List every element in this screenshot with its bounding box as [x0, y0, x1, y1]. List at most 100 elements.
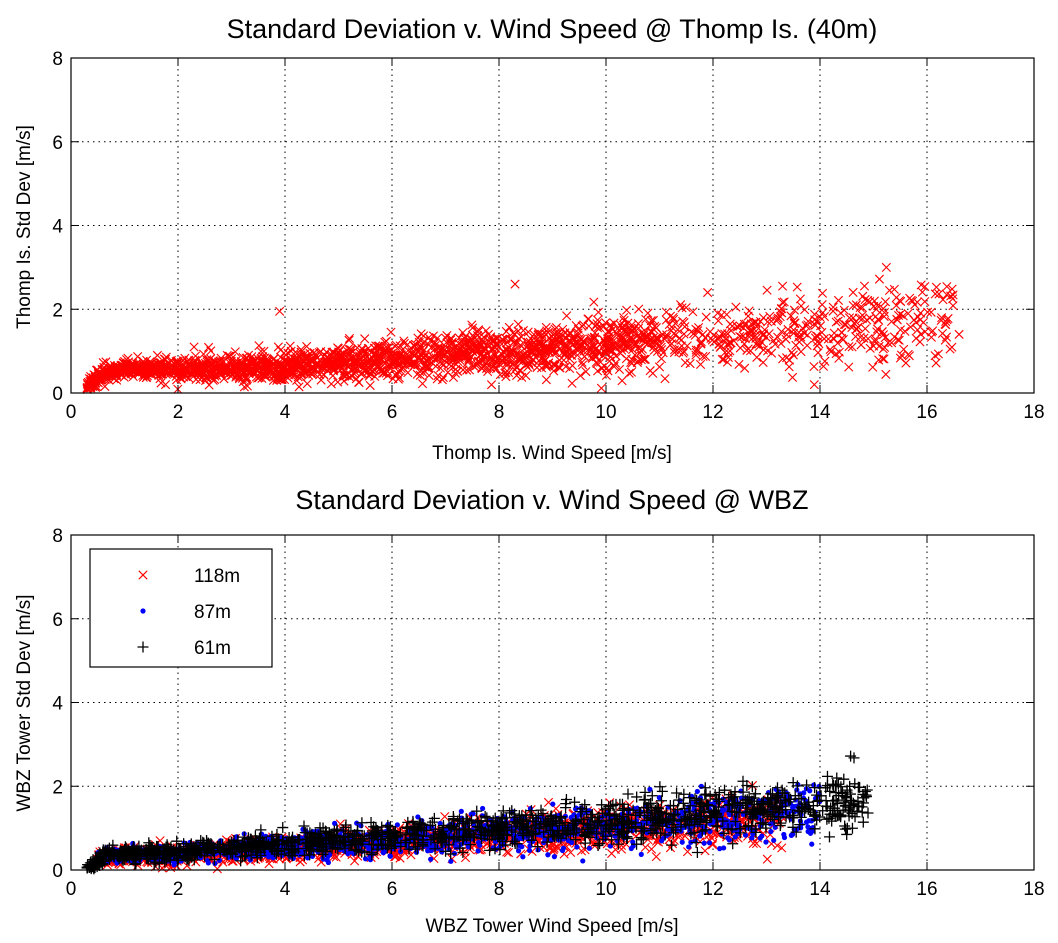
data-point [665, 311, 676, 321]
x-tick-label: 0 [66, 402, 77, 423]
data-point [803, 819, 810, 825]
data-point [550, 324, 560, 334]
data-point [319, 370, 329, 380]
y-tick-label: 4 [52, 217, 63, 238]
data-point [138, 360, 148, 370]
data-point [388, 360, 398, 370]
data-point [85, 371, 96, 381]
data-point [304, 370, 314, 380]
data-point [455, 355, 465, 365]
data-point [859, 281, 870, 291]
data-point [754, 341, 764, 351]
data-point [302, 341, 312, 352]
data-point [225, 371, 235, 381]
data-point [667, 334, 677, 344]
data-point [865, 296, 875, 307]
data-point [609, 361, 619, 372]
data-point [649, 345, 659, 355]
data-point [526, 847, 533, 854]
data-point [851, 331, 861, 342]
data-point [464, 342, 474, 352]
data-point [809, 362, 819, 372]
data-point [847, 342, 857, 352]
data-point [763, 839, 769, 845]
data-point [565, 328, 575, 338]
data-point [561, 361, 571, 372]
data-point [679, 346, 689, 356]
data-point [836, 327, 847, 337]
data-point [745, 325, 755, 335]
data-point [922, 307, 933, 317]
data-point [722, 309, 732, 320]
data-point [788, 328, 799, 338]
data-point [839, 319, 849, 330]
data-point [865, 313, 875, 323]
data-point [639, 354, 650, 364]
data-point [757, 337, 767, 348]
data-point [580, 351, 590, 361]
data-point [931, 282, 942, 292]
data-point [384, 351, 394, 361]
data-point [478, 351, 488, 361]
data-point [903, 309, 913, 319]
data-point [519, 844, 525, 850]
data-point [796, 301, 806, 311]
data-point [863, 334, 873, 344]
data-point [813, 331, 823, 342]
x-tick-label: 2 [173, 402, 184, 423]
data-point [637, 344, 648, 354]
data-point [277, 364, 287, 374]
data-point [649, 325, 659, 335]
data-point [514, 333, 524, 344]
data-point [700, 333, 710, 343]
data-point [912, 297, 922, 307]
data-point [877, 327, 887, 337]
data-point [856, 340, 866, 350]
data-point [498, 346, 508, 356]
data-point [425, 336, 436, 346]
data-point [786, 311, 796, 321]
data-point [363, 358, 373, 368]
data-point [274, 370, 284, 380]
data-point [849, 318, 859, 328]
data-point [216, 353, 226, 363]
data-point [601, 349, 611, 359]
data-point [573, 324, 583, 334]
data-point [874, 341, 884, 351]
data-point [473, 325, 484, 335]
data-point [771, 837, 777, 843]
data-point [232, 371, 243, 381]
data-point [809, 380, 819, 390]
data-point [858, 291, 868, 301]
data-point [458, 808, 464, 814]
data-point [340, 371, 350, 381]
data-point [178, 356, 188, 366]
data-point [191, 374, 201, 384]
data-point [937, 313, 947, 323]
data-point [583, 314, 594, 324]
data-point [719, 354, 729, 364]
data-point [717, 846, 723, 852]
data-point [811, 331, 822, 341]
data-point [435, 363, 446, 373]
data-point [273, 361, 283, 371]
data-point [299, 367, 309, 377]
data-point [443, 367, 453, 377]
data-point [941, 332, 952, 342]
x-tick-label: 18 [1023, 402, 1044, 423]
data-point [577, 357, 587, 367]
data-point [369, 851, 376, 857]
x-tick-label: 8 [494, 402, 505, 423]
data-point [548, 359, 558, 369]
data-point [665, 340, 675, 350]
data-point [256, 357, 266, 367]
data-point [790, 318, 800, 328]
data-point [161, 369, 171, 380]
data-point [462, 365, 472, 375]
data-point [415, 366, 425, 377]
data-point [763, 317, 773, 327]
data-point [294, 382, 304, 392]
data-point [277, 374, 287, 384]
data-point [135, 365, 145, 375]
